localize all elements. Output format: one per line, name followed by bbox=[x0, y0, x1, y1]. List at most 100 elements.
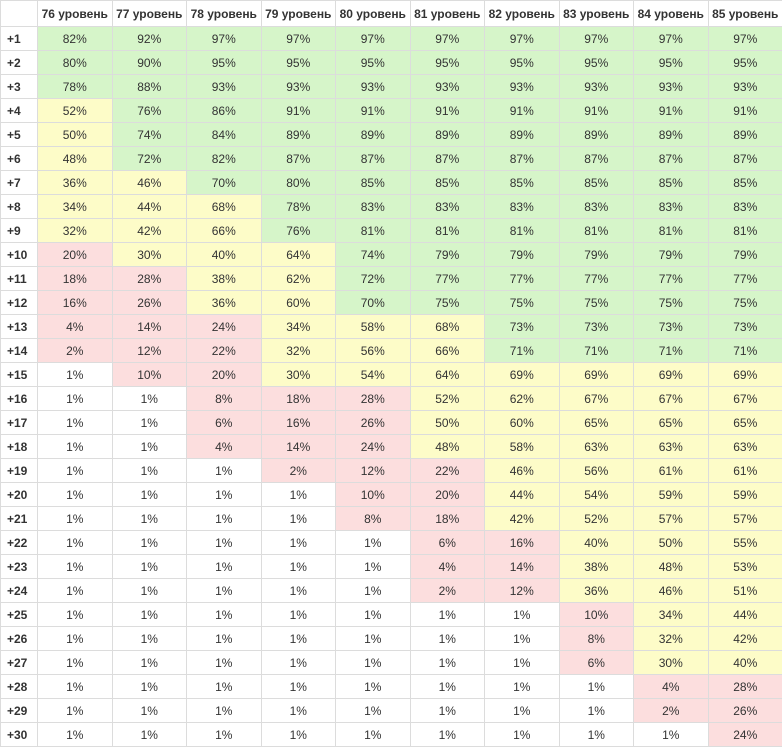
table-row: +27 1% 1% 1% 1% 1% 1% 1% 6% 30% 40% bbox=[0, 650, 782, 675]
row-header: +21 bbox=[0, 506, 38, 531]
table-cell: 58% bbox=[484, 434, 560, 459]
table-cell: 83% bbox=[633, 194, 709, 219]
table-cell: 79% bbox=[633, 242, 709, 267]
table-cell: 68% bbox=[186, 194, 262, 219]
table-row: +18 1% 1% 4% 14% 24% 48% 58% 63% 63% 63% bbox=[0, 434, 782, 459]
table-cell: 87% bbox=[484, 146, 560, 171]
table-cell: 95% bbox=[186, 50, 262, 75]
table-cell: 1% bbox=[111, 410, 187, 435]
table-cell: 18% bbox=[37, 266, 113, 291]
row-header: +2 bbox=[0, 50, 38, 75]
table-cell: 71% bbox=[558, 338, 634, 363]
table-cell: 73% bbox=[633, 314, 709, 339]
table-cell: 85% bbox=[335, 170, 411, 195]
table-cell: 75% bbox=[707, 290, 782, 315]
row-header: +19 bbox=[0, 458, 38, 483]
table-cell: 1% bbox=[335, 698, 411, 723]
table-cell: 1% bbox=[409, 602, 485, 627]
table-cell: 1% bbox=[409, 650, 485, 675]
row-header: +5 bbox=[0, 122, 38, 147]
table-cell: 71% bbox=[484, 338, 560, 363]
table-cell: 52% bbox=[558, 506, 634, 531]
table-cell: 22% bbox=[409, 458, 485, 483]
table-cell: 1% bbox=[335, 626, 411, 651]
table-cell: 1% bbox=[111, 482, 187, 507]
table-cell: 1% bbox=[186, 698, 262, 723]
table-cell: 93% bbox=[186, 74, 262, 99]
table-cell: 77% bbox=[707, 266, 782, 291]
table-cell: 66% bbox=[186, 218, 262, 243]
table-cell: 63% bbox=[707, 434, 782, 459]
table-cell: 6% bbox=[558, 650, 634, 675]
table-cell: 68% bbox=[409, 314, 485, 339]
table-row: +14 2% 12% 22% 32% 56% 66% 71% 71% 71% 71% bbox=[0, 338, 782, 363]
table-cell: 20% bbox=[37, 242, 113, 267]
table-row: +15 1% 10% 20% 30% 54% 64% 69% 69% 69% 69% bbox=[0, 362, 782, 387]
table-cell: 1% bbox=[260, 482, 336, 507]
table-cell: 1% bbox=[260, 578, 336, 603]
table-cell: 10% bbox=[111, 362, 187, 387]
table-cell: 60% bbox=[260, 290, 336, 315]
row-header: +8 bbox=[0, 194, 38, 219]
table-cell: 1% bbox=[335, 674, 411, 699]
table-body: +1 82% 92% 97% 97% 97% 97% 97% 97% 97% 97% +2 80% 90%… bbox=[0, 26, 782, 747]
table-cell: 64% bbox=[409, 362, 485, 387]
table-row: +25 1% 1% 1% 1% 1% 1% 1% 10% 34% 44% bbox=[0, 602, 782, 627]
row-header: +14 bbox=[0, 338, 38, 363]
table-cell: 20% bbox=[186, 362, 262, 387]
table-cell: 72% bbox=[111, 146, 187, 171]
table-cell: 93% bbox=[707, 74, 782, 99]
table-cell: 38% bbox=[186, 266, 262, 291]
table-cell: 10% bbox=[558, 602, 634, 627]
table-cell: 1% bbox=[37, 698, 113, 723]
table-cell: 65% bbox=[558, 410, 634, 435]
table-cell: 40% bbox=[558, 530, 634, 555]
table-cell: 48% bbox=[633, 554, 709, 579]
table-cell: 59% bbox=[707, 482, 782, 507]
table-row: +28 1% 1% 1% 1% 1% 1% 1% 1% 4% 28% bbox=[0, 674, 782, 699]
row-header: +12 bbox=[0, 290, 38, 315]
table-cell: 26% bbox=[111, 290, 187, 315]
table-cell: 67% bbox=[633, 386, 709, 411]
table-cell: 81% bbox=[484, 218, 560, 243]
table-cell: 1% bbox=[37, 506, 113, 531]
table-cell: 88% bbox=[111, 74, 187, 99]
table-cell: 85% bbox=[558, 170, 634, 195]
row-header: +25 bbox=[0, 602, 38, 627]
table-row: +1 82% 92% 97% 97% 97% 97% 97% 97% 97% 97% bbox=[0, 26, 782, 51]
table-cell: 1% bbox=[186, 626, 262, 651]
table-cell: 81% bbox=[633, 218, 709, 243]
table-row: +24 1% 1% 1% 1% 1% 2% 12% 36% 46% 51% bbox=[0, 578, 782, 603]
table-cell: 1% bbox=[186, 674, 262, 699]
table-cell: 12% bbox=[111, 338, 187, 363]
table-cell: 18% bbox=[409, 506, 485, 531]
table-cell: 97% bbox=[633, 26, 709, 51]
table-cell: 50% bbox=[37, 122, 113, 147]
table-cell: 1% bbox=[260, 554, 336, 579]
table-cell: 77% bbox=[558, 266, 634, 291]
column-header: 79 уровень bbox=[260, 0, 336, 27]
row-header: +6 bbox=[0, 146, 38, 171]
table-cell: 56% bbox=[558, 458, 634, 483]
table-cell: 63% bbox=[558, 434, 634, 459]
table-cell: 95% bbox=[484, 50, 560, 75]
table-cell: 4% bbox=[37, 314, 113, 339]
table-cell: 79% bbox=[558, 242, 634, 267]
table-cell: 4% bbox=[633, 674, 709, 699]
table-cell: 1% bbox=[37, 602, 113, 627]
table-cell: 1% bbox=[37, 410, 113, 435]
table-cell: 85% bbox=[484, 170, 560, 195]
table-cell: 1% bbox=[260, 698, 336, 723]
table-cell: 1% bbox=[260, 602, 336, 627]
table-cell: 73% bbox=[707, 314, 782, 339]
table-cell: 1% bbox=[558, 722, 634, 747]
table-cell: 83% bbox=[409, 194, 485, 219]
table-cell: 54% bbox=[558, 482, 634, 507]
table-cell: 59% bbox=[633, 482, 709, 507]
table-cell: 36% bbox=[558, 578, 634, 603]
table-cell: 1% bbox=[37, 434, 113, 459]
table-cell: 1% bbox=[484, 674, 560, 699]
table-cell: 30% bbox=[111, 242, 187, 267]
table-cell: 36% bbox=[186, 290, 262, 315]
table-cell: 1% bbox=[186, 530, 262, 555]
